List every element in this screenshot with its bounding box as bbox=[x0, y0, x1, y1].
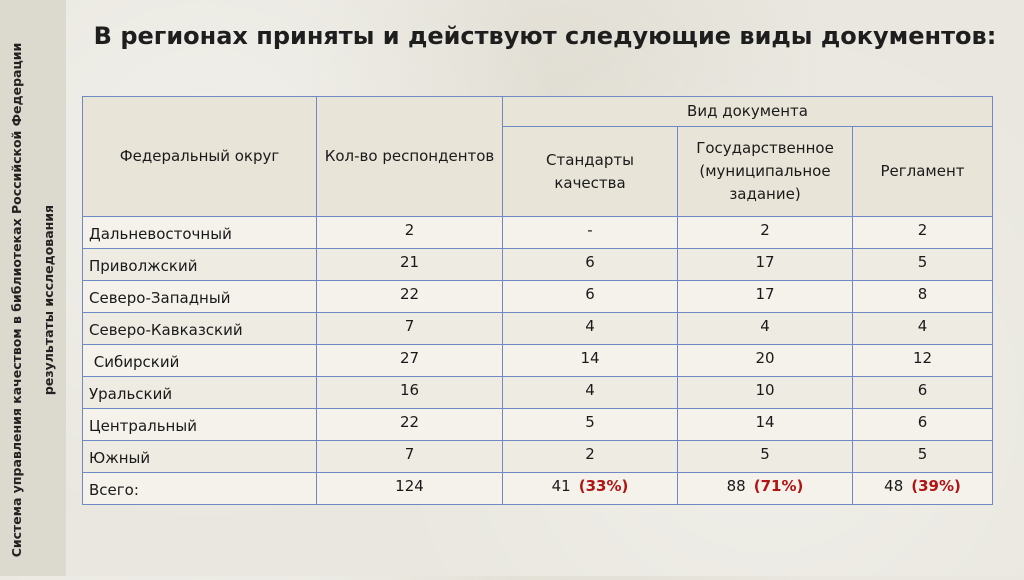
cell-respondents: 16 bbox=[316, 376, 503, 409]
table-row: Уральский 16 4 10 6 bbox=[82, 376, 994, 409]
cell-district: Северо-Западный bbox=[82, 280, 317, 313]
header-respondents: Кол-во респондентов bbox=[316, 96, 503, 217]
table-row-total: Всего: 124 41 (33%) 88 (71%) 48 (39%) bbox=[82, 472, 994, 505]
cell-respondents: 22 bbox=[316, 280, 503, 313]
table-row: Южный 7 2 5 5 bbox=[82, 440, 994, 473]
cell-district: Уральский bbox=[82, 376, 317, 409]
table-row: Центральный 22 5 14 6 bbox=[82, 408, 994, 441]
cell-total-respondents: 124 bbox=[316, 472, 503, 505]
cell-district: Центральный bbox=[82, 408, 317, 441]
cell-total-label: Всего: bbox=[82, 472, 317, 505]
header-regulation: Регламент bbox=[851, 126, 994, 217]
table-row: Северо-Западный 22 6 17 8 bbox=[82, 280, 994, 313]
documents-table: Федеральный округ Кол-во респондентов Ви… bbox=[82, 96, 994, 505]
cell-state-task: 10 bbox=[677, 376, 853, 409]
page-title: В регионах приняты и действуют следующие… bbox=[93, 22, 997, 50]
total-standards-percent: (33%) bbox=[578, 477, 629, 495]
cell-standards: 5 bbox=[502, 408, 678, 441]
cell-regulation: 5 bbox=[851, 248, 994, 281]
cell-state-task: 2 bbox=[677, 216, 853, 249]
header-standards: Стандарты качества bbox=[502, 126, 678, 217]
cell-respondents: 21 bbox=[316, 248, 503, 281]
table-row: Северо-Кавказский 7 4 4 4 bbox=[82, 312, 994, 345]
total-regulation-value: 48 bbox=[884, 477, 904, 495]
cell-respondents: 27 bbox=[316, 344, 503, 377]
cell-district: Сибирский bbox=[82, 344, 317, 377]
cell-state-task: 5 bbox=[677, 440, 853, 473]
cell-total-standards: 41 (33%) bbox=[502, 472, 678, 505]
cell-standards: 2 bbox=[502, 440, 678, 473]
cell-total-regulation: 48 (39%) bbox=[851, 472, 994, 505]
cell-regulation: 5 bbox=[851, 440, 994, 473]
cell-respondents: 22 bbox=[316, 408, 503, 441]
cell-state-task: 17 bbox=[677, 248, 853, 281]
cell-standards: 4 bbox=[502, 312, 678, 345]
total-state-task-value: 88 bbox=[726, 477, 746, 495]
cell-district: Северо-Кавказский bbox=[82, 312, 317, 345]
sidebar-caption-line2: результаты исследования bbox=[41, 204, 56, 396]
table-row: Сибирский 27 14 20 12 bbox=[82, 344, 994, 377]
cell-regulation: 8 bbox=[851, 280, 994, 313]
cell-standards: 14 bbox=[502, 344, 678, 377]
cell-standards: 4 bbox=[502, 376, 678, 409]
cell-state-task: 20 bbox=[677, 344, 853, 377]
cell-state-task: 17 bbox=[677, 280, 853, 313]
header-doc-type: Вид документа bbox=[501, 96, 994, 127]
cell-district: Дальневосточный bbox=[82, 216, 317, 249]
cell-regulation: 4 bbox=[851, 312, 994, 345]
table-row: Дальневосточный 2 - 2 2 bbox=[82, 216, 994, 249]
total-state-task-percent: (71%) bbox=[753, 477, 804, 495]
sidebar: Система управления качеством в библиотек… bbox=[0, 0, 66, 576]
cell-regulation: 2 bbox=[851, 216, 994, 249]
cell-standards: 6 bbox=[502, 248, 678, 281]
total-standards-value: 41 bbox=[551, 477, 571, 495]
header-state-task: Государственное (муниципальное задание) bbox=[677, 126, 853, 217]
cell-state-task: 4 bbox=[677, 312, 853, 345]
sidebar-caption-line1: Система управления качеством в библиотек… bbox=[9, 42, 24, 558]
cell-district: Южный bbox=[82, 440, 317, 473]
cell-respondents: 2 bbox=[316, 216, 503, 249]
cell-regulation: 12 bbox=[851, 344, 994, 377]
cell-standards: - bbox=[502, 216, 678, 249]
header-district: Федеральный округ bbox=[82, 96, 317, 217]
cell-regulation: 6 bbox=[851, 408, 994, 441]
cell-district: Приволжский bbox=[82, 248, 317, 281]
cell-total-state-task: 88 (71%) bbox=[677, 472, 853, 505]
cell-respondents: 7 bbox=[316, 312, 503, 345]
cell-respondents: 7 bbox=[316, 440, 503, 473]
cell-state-task: 14 bbox=[677, 408, 853, 441]
cell-standards: 6 bbox=[502, 280, 678, 313]
cell-regulation: 6 bbox=[851, 376, 994, 409]
table-row: Приволжский 21 6 17 5 bbox=[82, 248, 994, 281]
total-regulation-percent: (39%) bbox=[911, 477, 961, 495]
sidebar-caption: Система управления качеством в библиотек… bbox=[1, 20, 65, 580]
